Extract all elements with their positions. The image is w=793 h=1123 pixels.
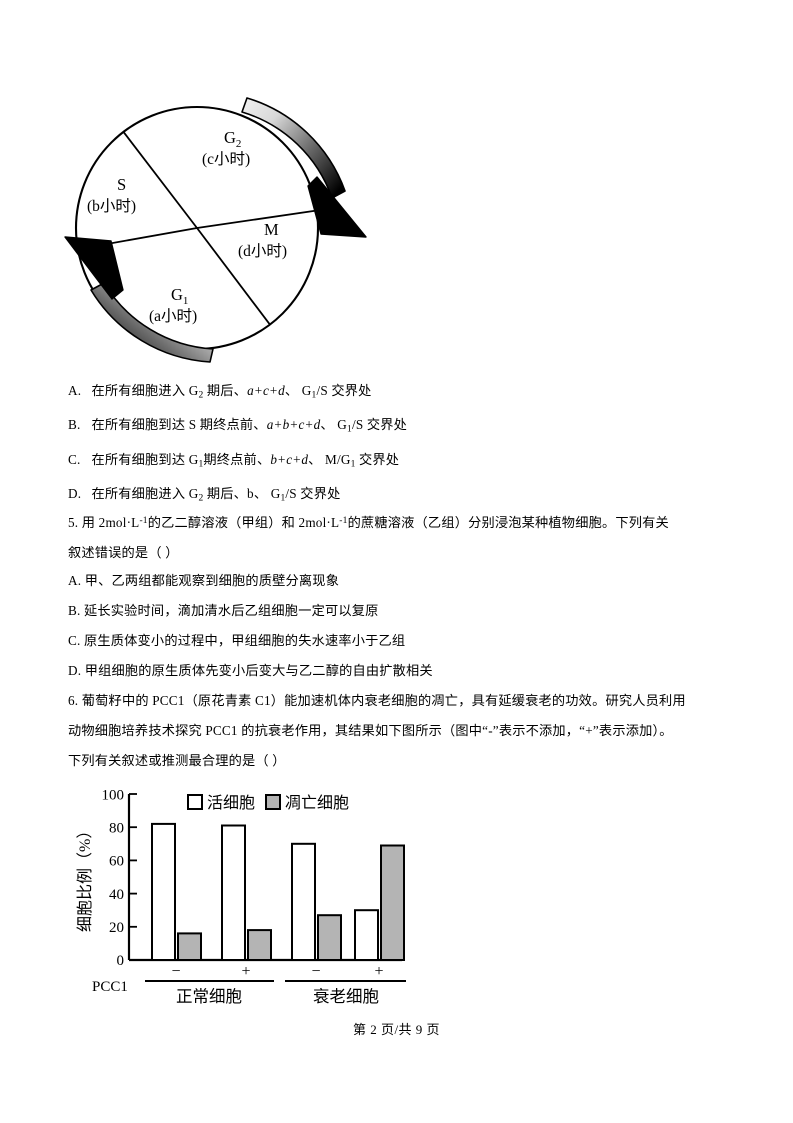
- cycle-arrow-bottom: [64, 236, 214, 363]
- svg-text:100: 100: [102, 788, 125, 804]
- svg-text:+: +: [374, 963, 383, 980]
- bar-live-senescent-plus: [354, 909, 379, 961]
- question-5-stem-line-1: 5. 用 2mol·L-1的乙二醇溶液（甲组）和 2mol·L-1的蔗糖溶液（乙…: [68, 514, 669, 530]
- option-text-c: 在所有细胞到达 G1期终点前、b+c+d、 M/G1 交界处: [91, 451, 400, 470]
- divider-g2-m: [196, 209, 317, 229]
- cell-cycle-svg: G2 (c小时) S (b小时) M (d小时) G1 (a小时): [64, 97, 367, 363]
- group-label-senescent: 衰老细胞: [313, 987, 379, 1006]
- bar-live-normal-minus: [151, 822, 176, 962]
- cycle-arrow-top-head: [307, 176, 367, 238]
- page-footer: 第 2 页/共 9 页: [352, 1022, 441, 1037]
- chart-legend: 活细胞 凋亡细胞: [187, 794, 349, 812]
- question-5-stem-line-2: 叙述错误的是（ ）: [68, 544, 179, 560]
- bar-apoptotic-normal-minus: [177, 932, 202, 961]
- svg-text:−: −: [311, 963, 320, 980]
- sector-label-g2-duration: (c小时): [202, 150, 250, 168]
- option-text-b: 在所有细胞到达 S 期终点前、a+b+c+d、 G1/S 交界处: [91, 417, 408, 435]
- svg-text:−: −: [171, 963, 180, 980]
- svg-text:40: 40: [109, 887, 124, 903]
- option-letter-b: B.: [68, 417, 81, 433]
- sector-label-s-duration: (b小时): [87, 197, 136, 215]
- bar-live-senescent-minus: [291, 842, 316, 961]
- bar-apoptotic-normal-plus: [247, 929, 272, 962]
- question-6-stem-line-2: 动物细胞培养技术探究 PCC1 的抗衰老作用，其结果如下图所示（图中“-”表示不…: [68, 723, 673, 738]
- svg-text:80: 80: [109, 821, 124, 837]
- question-5: 5. 用 2mol·L-1的乙二醇溶液（甲组）和 2mol·L-1的蔗糖溶液（乙…: [68, 506, 728, 568]
- legend-swatch-apoptotic: [265, 794, 281, 810]
- option-row[interactable]: C. 原生质体变小的过程中，甲组细胞的失水速率小于乙组: [68, 633, 406, 648]
- cell-cycle-figure: G2 (c小时) S (b小时) M (d小时) G1 (a小时): [55, 85, 385, 375]
- option-row[interactable]: B. 延长实验时间，滴加清水后乙组细胞一定可以复原: [68, 603, 379, 618]
- question-4-options: A. 在所有细胞进入 G2 期后、a+c+d、 G1/S 交界处 B. 在所有细…: [68, 376, 728, 514]
- chart-y-ticks: [129, 793, 137, 961]
- option-text-a: 在所有细胞进入 G2 期后、a+c+d、 G1/S 交界处: [91, 383, 372, 401]
- option-row[interactable]: C. 在所有细胞到达 G1期终点前、b+c+d、 M/G1 交界处: [68, 445, 728, 479]
- divider-m-g1: [196, 227, 271, 326]
- svg-text:0: 0: [117, 953, 125, 969]
- option-row[interactable]: D. 在所有细胞进入 G2 期后、b、 G1/S 交界处: [68, 479, 728, 513]
- question-6-stem-line-1: 6. 葡萄籽中的 PCC1（原花青素 C1）能加速机体内衰老细胞的凋亡，具有延缓…: [68, 693, 686, 708]
- cycle-arrow-top: [241, 97, 367, 238]
- svg-text:60: 60: [109, 854, 124, 870]
- option-row[interactable]: B. 在所有细胞到达 S 期终点前、a+b+c+d、 G1/S 交界处: [68, 410, 728, 444]
- option-letter-d: D.: [68, 486, 82, 502]
- question-5-options: A. 甲、乙两组都能观察到细胞的质壁分离现象 B. 延长实验时间，滴加清水后乙组…: [68, 566, 728, 686]
- legend-swatch-live: [187, 794, 203, 810]
- bar-apoptotic-senescent-plus: [380, 844, 405, 961]
- question-6-stem-line-3: 下列有关叙述或推测最合理的是（ ）: [68, 753, 286, 768]
- chart-row-label-pcc1: PCC1: [92, 979, 128, 995]
- option-letter-a: A.: [68, 383, 82, 398]
- cycle-arrow-bottom-head: [64, 236, 124, 300]
- option-letter-c: C.: [68, 451, 81, 467]
- sector-label-s-phase: S: [117, 175, 126, 194]
- sector-label-m-duration: (d小时): [238, 242, 287, 260]
- pcc1-bar-chart: 0 20 40 60 80 100 细胞比例（%）: [70, 782, 420, 1014]
- svg-text:+: +: [241, 963, 250, 980]
- sector-label-g1-duration: (a小时): [149, 307, 197, 325]
- chart-x-category-labels: − + − +: [171, 963, 383, 980]
- sector-label-m-phase: M: [264, 220, 279, 239]
- bar-apoptotic-senescent-minus: [317, 914, 342, 961]
- group-label-normal: 正常细胞: [176, 987, 242, 1006]
- svg-text:20: 20: [109, 920, 124, 936]
- pcc1-bar-chart-svg: 0 20 40 60 80 100 细胞比例（%）: [76, 788, 406, 1006]
- legend-label-live: 活细胞: [207, 794, 255, 812]
- option-row[interactable]: D. 甲组细胞的原生质体先变小后变大与乙二醇的自由扩散相关: [68, 663, 433, 678]
- option-row[interactable]: A. 甲、乙两组都能观察到细胞的质壁分离现象: [68, 573, 340, 588]
- chart-y-tick-labels: 0 20 40 60 80 100: [102, 788, 125, 970]
- option-row[interactable]: A. 在所有细胞进入 G2 期后、a+c+d、 G1/S 交界处: [68, 376, 728, 410]
- chart-y-axis-title: 细胞比例（%）: [76, 823, 94, 932]
- option-text-d: 在所有细胞进入 G2 期后、b、 G1/S 交界处: [91, 486, 341, 504]
- question-6: 6. 葡萄籽中的 PCC1（原花青素 C1）能加速机体内衰老细胞的凋亡，具有延缓…: [68, 686, 728, 776]
- legend-label-apoptotic: 凋亡细胞: [285, 794, 349, 812]
- divider-s-g2: [122, 131, 198, 229]
- bar-live-normal-plus: [221, 824, 246, 961]
